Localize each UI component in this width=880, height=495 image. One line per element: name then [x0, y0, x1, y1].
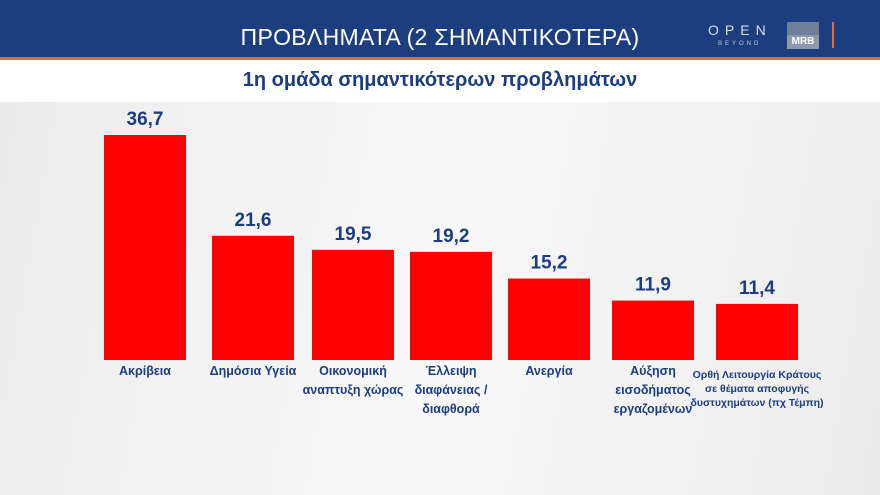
- category-label: Οικονομική αναπτυξη χώρας: [302, 364, 404, 397]
- bar: [212, 235, 294, 360]
- value-label: 15,2: [531, 253, 568, 274]
- bar: [410, 251, 492, 360]
- header-bar: ΠΡΟΒΛΗΜΑΤΑ (2 ΣΗΜΑΝΤΙΚΟΤΕΡΑ) OPEN BEYOND…: [0, 0, 880, 60]
- value-label: 19,2: [433, 226, 470, 247]
- category-label: Ακρίβεια: [119, 364, 171, 378]
- category-label: Έλλειψη διαφάνειας / διαφθορά: [414, 364, 488, 416]
- bar: [104, 135, 186, 360]
- beyond-logo-text: BEYOND: [718, 41, 762, 47]
- open-logo: OPEN: [708, 22, 772, 38]
- category-label: Ορθή Λειτουργία Κράτους σε θέματα αποφυγή…: [690, 369, 824, 409]
- category-label: Δημόσια Υγεία: [209, 364, 297, 378]
- mrb-logo: MRB: [787, 22, 819, 49]
- value-label: 11,9: [635, 275, 671, 296]
- category-label: Ανεργία: [525, 364, 573, 378]
- bar: [716, 303, 798, 360]
- bar: [508, 278, 590, 360]
- value-label: 36,7: [127, 109, 164, 130]
- value-label: 11,4: [739, 278, 775, 299]
- value-label: 19,5: [335, 224, 372, 245]
- page-title: ΠΡΟΒΛΗΜΑΤΑ (2 ΣΗΜΑΝΤΙΚΟΤΕΡΑ): [240, 24, 640, 50]
- chart-title: 1η ομάδα σημαντικότερων προβλημάτων: [0, 60, 880, 102]
- category-label: Αύξηση εισοδήματος εργαζομένων: [613, 364, 693, 416]
- bar: [312, 249, 394, 360]
- bar: [612, 300, 694, 360]
- divider: [832, 22, 834, 48]
- mrb-logo-text: MRB: [787, 35, 819, 49]
- value-label: 21,6: [235, 210, 272, 231]
